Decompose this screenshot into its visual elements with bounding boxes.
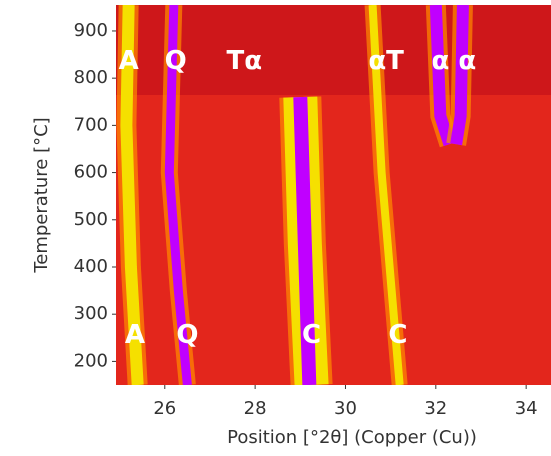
y-tick-label: 900 xyxy=(74,20,108,41)
y-tick-label: 200 xyxy=(74,350,108,371)
y-tick-label: 600 xyxy=(74,162,108,183)
x-tick-label: 26 xyxy=(153,398,176,419)
plot-area xyxy=(116,5,551,385)
annotation: Q xyxy=(176,320,198,350)
x-tick-label: 30 xyxy=(334,398,357,419)
trace xyxy=(293,96,317,385)
trace xyxy=(450,5,469,146)
x-axis-label: Position [°2θ] (Copper (Cu)) xyxy=(227,427,477,448)
trace xyxy=(120,5,144,385)
annotation: A xyxy=(119,46,139,76)
x-tick-label: 28 xyxy=(244,398,267,419)
y-tick-label: 500 xyxy=(74,209,108,230)
annotation: αT xyxy=(368,46,404,76)
annotation: C xyxy=(302,320,321,350)
annotation: α α xyxy=(431,46,476,76)
y-tick-label: 400 xyxy=(74,256,108,277)
x-tick-label: 32 xyxy=(424,398,447,419)
y-tick-label: 300 xyxy=(74,303,108,324)
annotation: Q xyxy=(165,46,187,76)
trace xyxy=(164,5,192,385)
trace xyxy=(368,5,404,385)
trace xyxy=(429,5,456,147)
annotation: C xyxy=(388,320,407,350)
dark-band xyxy=(116,5,551,95)
y-tick-label: 700 xyxy=(74,114,108,135)
annotation: Tα xyxy=(226,46,262,76)
annotation: A xyxy=(125,320,145,350)
y-tick-label: 800 xyxy=(74,67,108,88)
y-axis-label: Temperature [°C] xyxy=(31,117,52,273)
x-tick-label: 34 xyxy=(515,398,538,419)
